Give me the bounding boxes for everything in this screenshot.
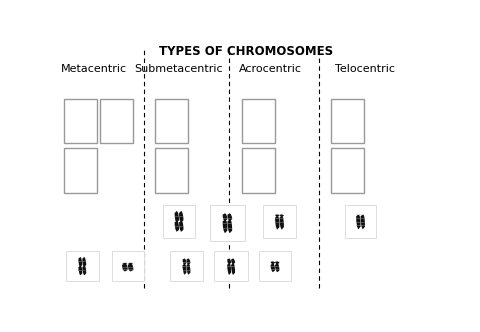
Bar	[186, 266, 191, 267]
Bar	[175, 226, 179, 227]
Text: Submetacentric: Submetacentric	[135, 64, 223, 74]
Bar	[331, 148, 363, 193]
Bar	[128, 269, 133, 270]
PathPatch shape	[275, 214, 279, 230]
Bar	[356, 225, 360, 226]
Bar	[275, 225, 279, 226]
Bar	[356, 222, 360, 223]
Bar	[186, 270, 191, 271]
Bar	[175, 216, 179, 217]
PathPatch shape	[231, 258, 235, 275]
Bar	[128, 267, 133, 268]
Text: Acrocentric: Acrocentric	[239, 64, 301, 74]
Bar	[163, 205, 195, 238]
PathPatch shape	[83, 257, 86, 275]
PathPatch shape	[275, 261, 279, 272]
Text: TYPES OF CHROMOSOMES: TYPES OF CHROMOSOMES	[159, 45, 333, 58]
Bar	[179, 216, 183, 217]
PathPatch shape	[279, 214, 284, 230]
Bar	[279, 218, 284, 219]
PathPatch shape	[228, 213, 232, 233]
PathPatch shape	[360, 214, 365, 229]
Bar	[182, 270, 187, 271]
Bar	[228, 228, 232, 229]
Bar	[83, 261, 86, 262]
Bar	[231, 266, 235, 267]
Bar	[360, 218, 365, 219]
Bar	[100, 99, 133, 143]
Bar	[179, 226, 183, 227]
Bar	[182, 266, 187, 267]
Bar	[259, 251, 291, 281]
PathPatch shape	[271, 261, 275, 272]
Bar	[122, 269, 128, 270]
PathPatch shape	[356, 214, 360, 229]
Bar	[223, 223, 228, 224]
PathPatch shape	[223, 213, 228, 233]
Bar	[242, 148, 275, 193]
PathPatch shape	[128, 263, 133, 272]
Bar	[331, 99, 363, 143]
PathPatch shape	[122, 263, 128, 272]
Bar	[78, 261, 83, 262]
PathPatch shape	[179, 211, 183, 232]
PathPatch shape	[182, 258, 186, 275]
Bar	[228, 223, 232, 224]
PathPatch shape	[78, 257, 83, 275]
Bar	[275, 218, 279, 219]
Bar	[186, 262, 191, 263]
Bar	[66, 251, 99, 281]
Bar	[271, 269, 275, 270]
Bar	[275, 269, 279, 270]
Bar	[242, 99, 275, 143]
Bar	[356, 218, 360, 219]
Bar	[155, 148, 188, 193]
Bar	[182, 262, 187, 263]
Bar	[279, 225, 284, 226]
Bar	[112, 251, 144, 281]
Bar	[223, 218, 228, 219]
Bar	[360, 225, 365, 226]
Bar	[223, 228, 228, 229]
Bar	[263, 205, 296, 238]
PathPatch shape	[175, 211, 179, 232]
Bar	[345, 205, 376, 238]
Bar	[228, 218, 232, 219]
Bar	[64, 99, 97, 143]
Bar	[360, 222, 365, 223]
Bar	[210, 205, 244, 240]
PathPatch shape	[227, 258, 231, 275]
Bar	[227, 266, 231, 267]
Text: Telocentric: Telocentric	[335, 64, 395, 74]
Bar	[214, 251, 248, 281]
PathPatch shape	[186, 258, 191, 275]
Bar	[122, 267, 128, 268]
Text: Metacentric: Metacentric	[60, 64, 127, 74]
Bar	[170, 251, 203, 281]
Bar	[155, 99, 188, 143]
Bar	[64, 148, 97, 193]
